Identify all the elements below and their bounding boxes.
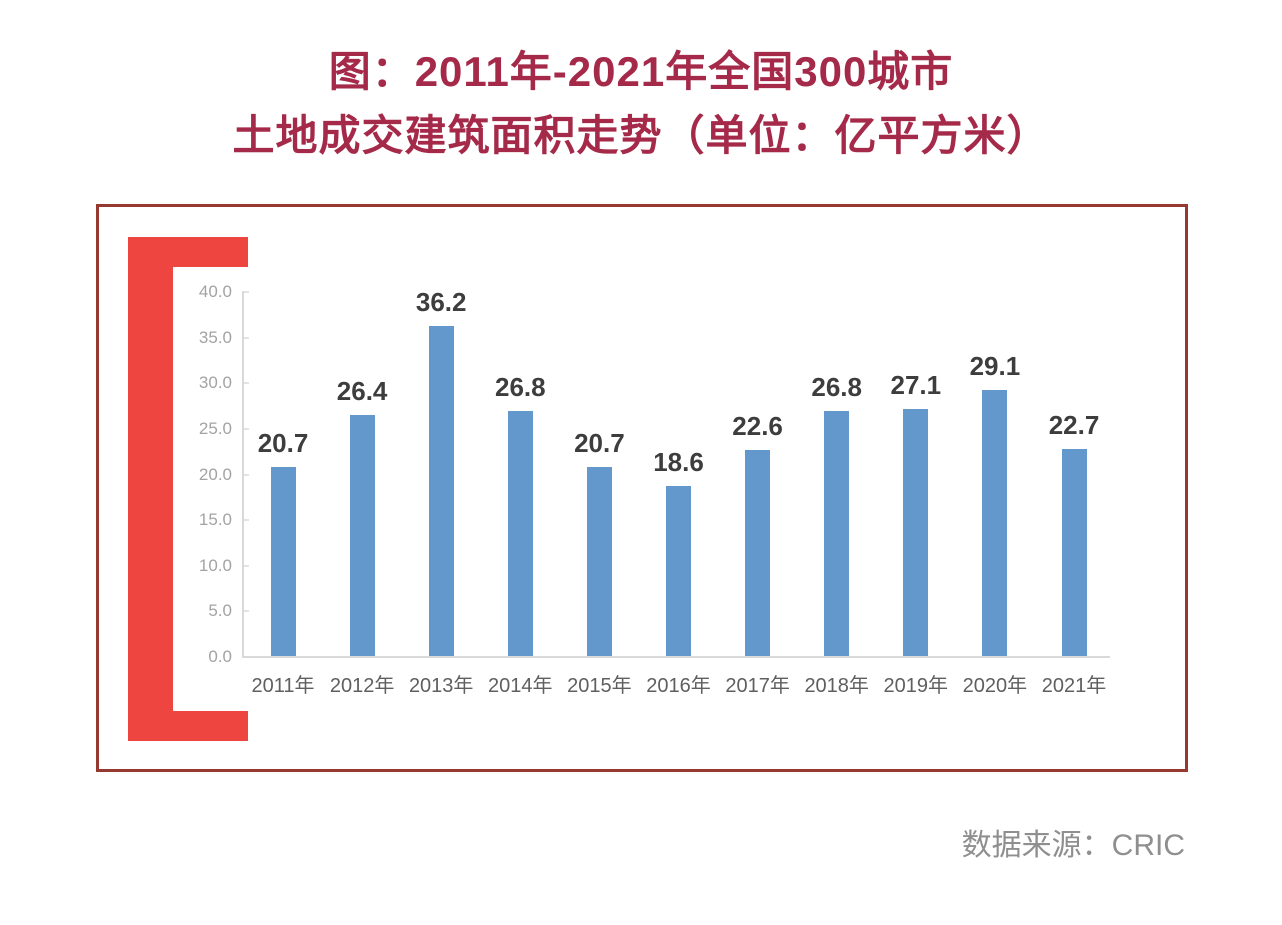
data-source-label: 数据来源：CRIC	[961, 829, 1185, 862]
bar-2020年	[982, 390, 1008, 656]
y-axis-tick-mark	[244, 473, 249, 476]
chart-title: 图：2011年-2021年全国300城市 土地成交建筑面积走势（单位：亿平方米）	[0, 40, 1282, 168]
x-axis-label: 2020年	[962, 675, 1028, 697]
x-axis-label: 2014年	[488, 675, 553, 697]
x-axis-label: 2015年	[567, 675, 632, 697]
red-bracket-bottom-arm	[128, 711, 248, 741]
x-axis-label: 2012年	[329, 675, 395, 697]
y-axis-tick-mark	[244, 564, 249, 567]
bar-value-label: 20.7	[257, 428, 309, 458]
x-axis-label: 2017年	[725, 675, 790, 697]
x-axis-label: 2013年	[408, 675, 474, 697]
bar-value-label: 29.1	[969, 351, 1021, 381]
chart-title-line1: 图：2011年-2021年全国300城市	[328, 48, 954, 95]
red-bracket-top-arm	[128, 237, 248, 267]
chart-frame: 0.0 5.0 10.0 15.0 20.0 25.0 30.0 35.0 40.0 20.7 20…	[96, 204, 1188, 772]
red-bracket-vertical-bar	[128, 237, 173, 741]
y-axis-tick-label: 25.0	[198, 418, 232, 438]
bar-value-label: 27.1	[890, 370, 942, 400]
bar-2014年	[507, 411, 533, 656]
x-axis-line	[242, 656, 1110, 658]
y-axis-tick-label: 0.0	[208, 647, 232, 666]
bar-2013年	[428, 326, 454, 656]
x-axis-label: 2019年	[883, 675, 949, 697]
y-axis-tick-label: 15.0	[198, 510, 232, 530]
bar-2016年	[666, 486, 691, 656]
bar-value-label: 26.4	[336, 376, 388, 406]
bar-value-label: 26.8	[811, 372, 862, 402]
bar-value-label: 22.7	[1048, 410, 1100, 440]
bar-2019年	[903, 409, 929, 656]
y-axis-tick-label: 30.0	[198, 373, 232, 393]
x-axis-label: 2021年	[1041, 675, 1107, 697]
bar-value-label: 22.6	[732, 411, 783, 441]
chart-title-line2: 土地成交建筑面积走势（单位：亿平方米）	[232, 112, 1050, 159]
y-axis-tick-mark	[244, 382, 249, 385]
bar-2012年	[349, 415, 375, 656]
y-axis-tick-label: 20.0	[198, 464, 232, 484]
x-axis-label: 2016年	[646, 675, 711, 697]
bar-value-label: 18.6	[653, 447, 704, 477]
y-axis-tick-mark	[244, 291, 249, 293]
bar-2015年	[586, 467, 612, 656]
y-axis-tick-label: 5.0	[208, 601, 232, 621]
bar-2017年	[745, 450, 771, 656]
bar-chart-plot-area: 0.0 5.0 10.0 15.0 20.0 25.0 30.0 35.0 40.0 20.7 20…	[99, 207, 1185, 769]
y-axis-tick-mark	[244, 336, 249, 339]
y-axis-tick-label: 10.0	[198, 555, 232, 575]
y-axis-tick-mark	[244, 427, 249, 430]
y-axis-tick-label: 40.0	[198, 282, 232, 301]
bar-value-label: 36.2	[415, 287, 467, 317]
bar-2018年	[824, 411, 850, 656]
y-axis-tick-mark	[244, 610, 249, 613]
bar-value-label: 20.7	[574, 428, 625, 458]
bar-value-label: 26.8	[494, 372, 546, 402]
bar-2021年	[1061, 449, 1087, 656]
x-axis-label: 2018年	[804, 675, 869, 697]
bar-2011年	[270, 467, 296, 656]
y-axis-tick-label: 35.0	[198, 327, 232, 347]
y-axis-tick-mark	[244, 519, 249, 522]
x-axis-label: 2011年	[251, 675, 315, 697]
y-axis-line	[242, 291, 244, 658]
